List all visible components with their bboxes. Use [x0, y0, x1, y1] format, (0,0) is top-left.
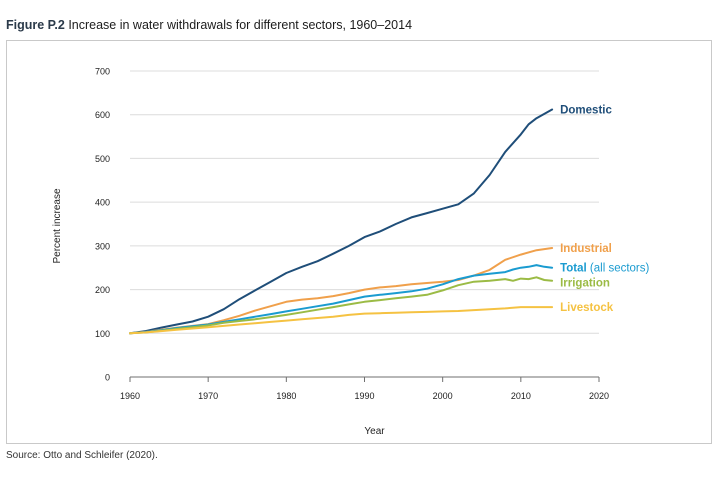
series-label-name: Livestock	[560, 302, 614, 314]
figure-label: Figure P.2	[6, 18, 65, 32]
y-tick-label: 0	[105, 373, 110, 383]
x-tick-label: 2010	[511, 391, 531, 401]
source-note: Source: Otto and Schleifer (2020).	[6, 450, 158, 461]
y-tick-label: 500	[95, 154, 110, 164]
x-tick-label: 1970	[198, 391, 218, 401]
y-tick-label: 600	[95, 110, 110, 120]
figure-title: Figure P.2 Increase in water withdrawals…	[6, 18, 412, 32]
series-label-name: Irrigation	[560, 278, 610, 290]
y-tick-label: 100	[95, 329, 110, 339]
series-label-irrigation: Irrigation	[560, 278, 610, 290]
series-label-total-all-sectors: Total (all sectors)	[560, 262, 649, 274]
x-tick-label: 1980	[276, 391, 296, 401]
series-label-name: Total	[560, 262, 587, 274]
x-tick-label: 2020	[589, 391, 609, 401]
x-axis-title: Year	[364, 426, 385, 437]
series-line-livestock	[129, 306, 554, 335]
grid-layer	[130, 70, 599, 378]
series-label-name: Industrial	[560, 243, 612, 255]
series-label-layer: Domestic Industrial Total (all sectors) Irr…	[560, 104, 649, 314]
series-label-name: Domestic	[560, 104, 612, 116]
figure-title-text: Increase in water withdrawals for differ…	[68, 18, 413, 32]
series-label-suffix: (all sectors)	[587, 262, 650, 274]
chart-frame: 0 100 200 300 400 500 600 700 1960 1970 1980 1990 20…	[6, 40, 712, 444]
x-tick-label: 1960	[120, 391, 140, 401]
axis-layer: 0 100 200 300 400 500 600 700 1960 1970 1980 1990 20…	[95, 67, 609, 402]
series-label-industrial: Industrial	[560, 243, 612, 255]
x-tick-label: 1990	[354, 391, 374, 401]
y-tick-label: 700	[95, 67, 110, 77]
series-layer	[129, 108, 554, 335]
series-line-total-all-sectors	[129, 264, 554, 335]
x-tick-label: 2000	[433, 391, 453, 401]
series-label-livestock: Livestock	[560, 302, 614, 314]
y-tick-label: 300	[95, 241, 110, 251]
y-tick-label: 200	[95, 285, 110, 295]
series-line-domestic	[129, 108, 554, 335]
line-chart: 0 100 200 300 400 500 600 700 1960 1970 1980 1990 20…	[52, 67, 650, 438]
y-axis-title: Percent increase	[52, 188, 63, 263]
y-tick-label: 400	[95, 198, 110, 208]
series-label-domestic: Domestic	[560, 104, 612, 116]
series-line-irrigation	[129, 276, 554, 335]
